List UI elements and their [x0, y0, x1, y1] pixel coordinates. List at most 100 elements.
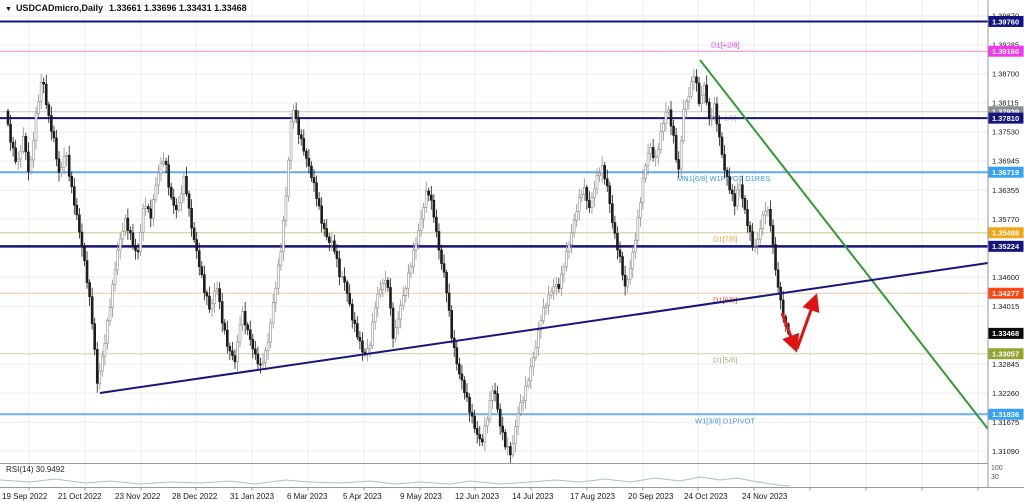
- candle-body: [44, 83, 48, 105]
- candle-body: [702, 84, 706, 96]
- candle-body: [6, 110, 10, 125]
- candle-body: [256, 353, 260, 365]
- candle-body: [725, 169, 729, 177]
- candle-body: [552, 286, 556, 293]
- candle-body: [307, 157, 311, 167]
- candle-body: [649, 147, 652, 154]
- candle-body: [282, 220, 285, 252]
- candle-body: [442, 263, 446, 273]
- candle-body: [389, 287, 392, 309]
- candle-body: [34, 113, 38, 141]
- candle-body: [769, 209, 772, 226]
- candle-body: [521, 399, 525, 403]
- candle-body: [276, 264, 280, 289]
- candle-body: [544, 305, 548, 308]
- candle-body: [432, 199, 436, 218]
- candle-body: [57, 158, 61, 173]
- candle-body: [182, 176, 186, 195]
- symbol-dropdown-icon[interactable]: ▼: [5, 6, 12, 13]
- candle-body: [486, 418, 489, 427]
- candle-body: [473, 415, 476, 429]
- price-tick-label: 1.32260: [992, 389, 1019, 398]
- level-badge-text: 1.39160: [992, 47, 1019, 56]
- candle-body: [447, 292, 451, 311]
- candle-body: [672, 125, 675, 136]
- price-tick-label: 1.32845: [992, 360, 1019, 369]
- date-label: 28 Dec 2022: [172, 492, 218, 501]
- candle-body: [297, 118, 301, 136]
- candle-body: [70, 175, 74, 188]
- candle-body: [667, 109, 670, 113]
- candle-body: [203, 274, 206, 293]
- candle-body: [662, 123, 665, 133]
- candle-body: [358, 336, 362, 342]
- date-label: 20 Sep 2023: [628, 492, 674, 501]
- candle-body: [600, 165, 604, 174]
- candle-body: [330, 240, 334, 243]
- candle-body: [223, 322, 227, 331]
- candle-body: [93, 323, 96, 350]
- candle-body: [628, 268, 632, 280]
- candle-body: [19, 150, 23, 160]
- candle-body: [409, 266, 413, 274]
- candle-body: [733, 193, 737, 207]
- candle-body: [585, 187, 589, 201]
- candle-body: [580, 194, 584, 198]
- candle-body: [570, 232, 573, 245]
- candle-body: [373, 307, 377, 323]
- candle-body: [190, 207, 193, 229]
- candle-body: [460, 373, 464, 381]
- candle-body: [248, 329, 252, 340]
- candle-body: [450, 310, 454, 339]
- red-down-arrow[interactable]: [780, 312, 800, 353]
- candle-body: [491, 390, 494, 401]
- uptrend-line[interactable]: [99, 262, 989, 394]
- level-price-badge: [988, 227, 1024, 239]
- red-up-arrow[interactable]: [795, 293, 820, 350]
- price-tick-label: 1.31675: [992, 418, 1019, 427]
- candle-body: [710, 116, 714, 118]
- candle-body: [641, 177, 645, 203]
- candle-body: [350, 303, 354, 321]
- candle-body: [144, 206, 147, 209]
- candle-body: [149, 208, 153, 219]
- candle-body: [723, 154, 726, 171]
- candle-body: [656, 149, 660, 158]
- candle-body: [631, 251, 635, 269]
- candle-body: [254, 348, 257, 355]
- candle-body: [595, 175, 599, 190]
- candle-body: [136, 250, 140, 253]
- candle-body: [141, 208, 145, 233]
- price-tick-label: 1.39285: [992, 41, 1019, 50]
- candle-body: [557, 283, 561, 289]
- candle-body: [720, 136, 724, 155]
- candle-body: [404, 288, 408, 296]
- candle-body: [636, 217, 640, 241]
- candle-body: [626, 278, 629, 287]
- candle-body: [11, 141, 15, 149]
- candle-body: [73, 186, 76, 206]
- candle-body: [348, 293, 352, 305]
- candle-body: [274, 287, 278, 303]
- candle-body: [269, 322, 272, 343]
- candle-body: [338, 258, 341, 278]
- candle-body: [496, 393, 499, 410]
- candle-body: [669, 109, 673, 127]
- candle-body: [312, 177, 316, 184]
- candle-body: [674, 135, 678, 160]
- candle-body: [177, 202, 181, 211]
- candle-body: [215, 288, 219, 292]
- price-tick-label: 1.31090: [992, 447, 1019, 456]
- candle-body: [679, 140, 683, 170]
- rsi-scale-label: 100: [991, 465, 1003, 472]
- level-badge-text: 1.35498: [992, 229, 1019, 238]
- candle-body: [618, 249, 622, 257]
- candle-body: [14, 147, 17, 162]
- downtrend-line[interactable]: [699, 59, 989, 430]
- candle-body: [322, 223, 326, 229]
- candle-body: [146, 206, 150, 210]
- candle-body: [718, 123, 721, 138]
- price-tick-label: 1.36355: [992, 186, 1019, 195]
